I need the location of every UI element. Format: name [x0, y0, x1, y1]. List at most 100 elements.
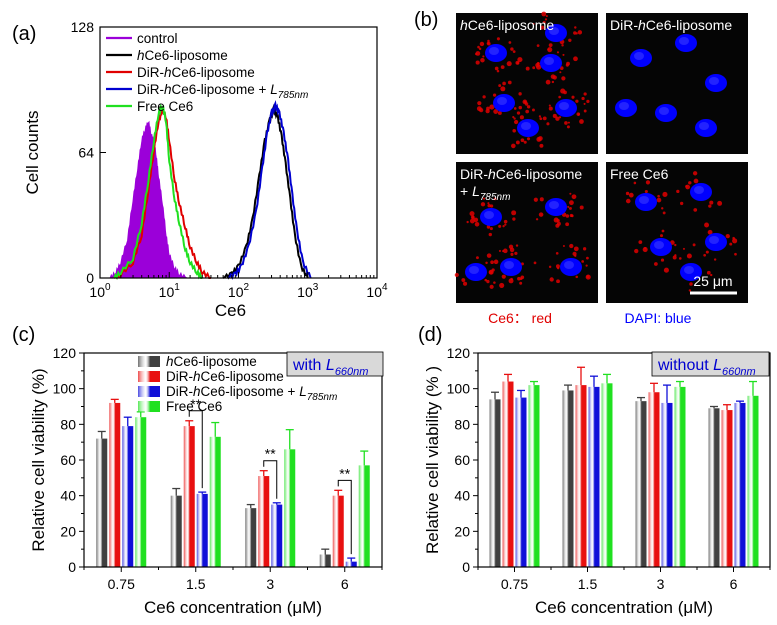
ce6-signal-dot: [682, 247, 686, 250]
ce6-signal-dot: [571, 194, 577, 200]
ce6-signal-dot: [585, 264, 588, 267]
ce6-signal-dot: [536, 62, 540, 66]
caption-ce6: Ce6： red: [488, 310, 552, 326]
scale-bar-label: 25 μm: [693, 273, 732, 289]
y-tick-label: 40: [60, 488, 76, 504]
y-tick-label: 60: [454, 452, 470, 468]
ce6-signal-dot: [489, 227, 493, 231]
legend-label: DiR-hCe6-liposome + L785nm: [166, 384, 337, 403]
ce6-signal-dot: [496, 37, 500, 41]
legend-text: Free Ce6: [137, 99, 193, 114]
ce6-signal-dot: [581, 260, 585, 263]
ce6-signal-dot: [708, 204, 712, 208]
ce6-signal-dot: [526, 137, 531, 141]
nucleus-highlight: [521, 122, 531, 130]
tick-base: 10: [159, 284, 175, 300]
ce6-signal-dot: [704, 222, 710, 228]
ce6-signal-dot: [489, 284, 494, 289]
ce6-signal-dot: [633, 181, 637, 185]
ce6-signal-dot: [477, 101, 482, 106]
ce6-signal-dot: [625, 191, 630, 196]
ce6-signal-dot: [488, 269, 494, 275]
bar: [674, 386, 686, 567]
nucleus-highlight: [659, 107, 669, 115]
ce6-signal-dot: [570, 214, 573, 217]
ce6-signal-dot: [686, 253, 692, 259]
ce6-signal-dot: [461, 278, 466, 282]
bar: [332, 495, 344, 567]
ce6-signal-dot: [538, 115, 542, 118]
ce6-signal-dot: [558, 95, 561, 99]
bar: [708, 408, 720, 567]
ce6-signal-dot: [550, 74, 556, 79]
ce6-signal-dot: [512, 115, 515, 119]
bar: [601, 383, 613, 567]
ce6-signal-dot: [566, 125, 570, 129]
ce6-signal-dot: [532, 108, 535, 112]
ce6-signal-dot: [573, 246, 579, 252]
ce6-signal-dot: [518, 92, 522, 96]
ce6-signal-dot: [519, 115, 524, 120]
histogram-line-1: [222, 103, 309, 280]
ce6-signal-dot: [469, 211, 475, 217]
legend-text: DiR-: [166, 384, 193, 399]
legend-text-italic: h: [137, 48, 145, 63]
ce6-signal-dot: [548, 43, 553, 48]
y-axis-label: Relative cell viability (% ): [423, 366, 442, 554]
x-tick-label: 101: [159, 282, 181, 300]
ce6-signal-dot: [487, 39, 490, 43]
ce6-signal-dot: [555, 116, 560, 121]
bar: [358, 465, 370, 567]
ce6-signal-dot: [586, 256, 589, 260]
ce6-signal-dot: [488, 232, 492, 237]
label-part: DiR-: [610, 17, 638, 33]
ce6-signal-dot: [508, 41, 512, 44]
x-tick-label: 102: [228, 282, 250, 300]
x-tick-label: 3: [266, 576, 274, 592]
nucleus-highlight: [469, 266, 479, 274]
ce6-signal-dot: [539, 117, 543, 121]
ce6-signal-dot: [475, 51, 481, 56]
tick-exponent: 4: [382, 282, 388, 293]
significance-label: **: [190, 396, 201, 412]
legend-text: control: [137, 31, 178, 46]
legend-swatch: [138, 401, 160, 412]
ce6-signal-dot: [661, 207, 664, 210]
ce6-signal-dot: [486, 41, 490, 45]
ce6-signal-dot: [560, 88, 566, 94]
ce6-signal-dot: [674, 243, 677, 247]
y-tick-label: 0: [462, 559, 470, 575]
ce6-signal-dot: [500, 86, 506, 92]
ce6-signal-dot: [532, 22, 535, 26]
ce6-signal-dot: [556, 266, 560, 270]
ce6-signal-dot: [506, 61, 512, 67]
histogram-line-4: [113, 103, 203, 280]
condition-subscript: 660nm: [722, 366, 756, 378]
ce6-signal-dot: [660, 234, 664, 238]
ce6-signal-dot: [575, 32, 578, 35]
micrograph-tile: DiR-hCe6-liposome+ L785nm: [454, 162, 598, 303]
ce6-signal-dot: [535, 218, 539, 221]
ce6-signal-dot: [552, 113, 557, 119]
ce6-signal-dot: [493, 197, 497, 201]
ce6-signal-dot: [523, 100, 527, 104]
ce6-signal-dot: [489, 104, 495, 110]
x-tick-label: 0.75: [501, 576, 528, 592]
micrograph-tile: DiR-hCe6-liposome: [606, 13, 748, 154]
ce6-signal-dot: [703, 253, 707, 257]
ce6-signal-dot: [685, 184, 691, 190]
ce6-signal-dot: [536, 44, 540, 47]
bar: [528, 385, 540, 567]
panel-label: (c): [12, 324, 35, 346]
nucleus-highlight: [544, 57, 554, 65]
ce6-signal-dot: [485, 109, 490, 114]
ce6-signal-dot: [494, 66, 499, 71]
ce6-signal-dot: [575, 275, 579, 279]
legend-subscript: 785nm: [278, 90, 309, 101]
ce6-signal-dot: [502, 225, 505, 228]
tick-base: 10: [297, 284, 313, 300]
x-tick-label: 104: [366, 282, 388, 300]
ce6-signal-dot: [693, 208, 698, 212]
legend-text-italic: L: [270, 82, 278, 97]
legend-label: Free Ce6: [137, 99, 193, 114]
